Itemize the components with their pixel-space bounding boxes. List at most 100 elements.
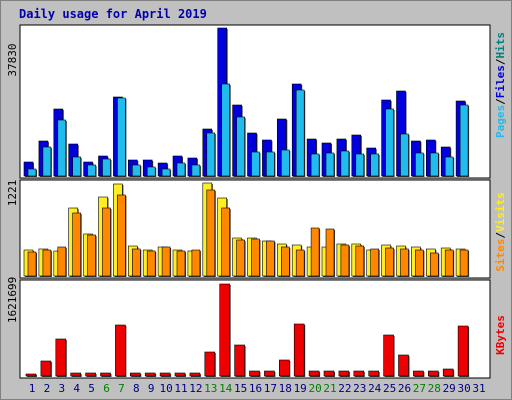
x-tick-label-11: 11 — [174, 382, 187, 395]
middle-sites-bar-12 — [191, 249, 201, 277]
middle-sites-bar-1 — [27, 251, 37, 277]
middle-sites-bar-10 — [161, 246, 171, 277]
top-files-bar-3 — [57, 119, 67, 177]
bottom-kbytes-bar-6 — [100, 372, 111, 377]
top-files-bar-4 — [72, 156, 81, 177]
middle-sites-bar-8 — [132, 248, 141, 277]
bottom-kbytes-bar-28 — [427, 370, 439, 377]
bottom-kbytes-bar-5 — [85, 372, 96, 377]
bottom-kbytes-bar-20 — [308, 370, 320, 377]
top-files-bar-11 — [176, 162, 186, 177]
middle-sites-bar-4 — [72, 212, 81, 277]
top-files-bar-7 — [117, 97, 126, 177]
bottom-kbytes-bar-17 — [264, 370, 275, 377]
middle-sites-bar-3 — [57, 246, 67, 277]
middle-sites-bar-14 — [221, 207, 230, 277]
top-files-bar-16 — [251, 151, 260, 177]
x-tick-label-3: 3 — [58, 382, 65, 395]
top-files-bar-1 — [27, 168, 37, 177]
x-tick-label-25: 25 — [383, 382, 396, 395]
top-files-bar-21 — [325, 152, 335, 177]
x-tick-label-21: 21 — [323, 382, 336, 395]
top-files-bar-20 — [310, 153, 320, 177]
middle-sites-bar-21 — [325, 228, 335, 277]
middle-sites-bar-6 — [102, 207, 111, 277]
top-legend: Pages/Files/Hits — [494, 32, 507, 138]
top-legend-part-1: / — [494, 98, 507, 105]
middle-sites-bar-22 — [340, 244, 350, 277]
x-tick-label-24: 24 — [368, 382, 382, 395]
x-tick-label-18: 18 — [279, 382, 292, 395]
bottom-kbytes-bar-25 — [383, 334, 394, 377]
middle-legend-part-0: Sites — [494, 239, 507, 272]
middle-sites-bar-28 — [429, 252, 439, 277]
middle-sites-bar-20 — [310, 227, 320, 277]
bottom-kbytes-bar-12 — [189, 372, 201, 377]
x-tick-label-28: 28 — [428, 382, 441, 395]
bottom-kbytes-bar-7 — [115, 324, 126, 377]
top-files-bar-29 — [444, 156, 454, 177]
middle-sites-bar-5 — [87, 234, 96, 277]
x-tick-label-23: 23 — [353, 382, 366, 395]
middle-sites-bar-19 — [295, 249, 305, 277]
top-files-bar-28 — [429, 152, 439, 177]
bottom-kbytes-bar-4 — [70, 372, 81, 377]
top-files-bar-18 — [280, 149, 290, 177]
top-legend-part-0: Pages — [494, 105, 507, 138]
x-tick-label-4: 4 — [73, 382, 80, 395]
bottom-kbytes-bar-11 — [174, 372, 186, 377]
top-files-bar-17 — [266, 151, 275, 177]
middle-sites-bar-18 — [280, 246, 290, 277]
middle-legend-part-2: Visits — [494, 192, 507, 232]
x-tick-label-9: 9 — [148, 382, 155, 395]
x-tick-label-27: 27 — [413, 382, 426, 395]
top-legend-part-2: Files — [494, 65, 507, 98]
x-tick-label-20: 20 — [308, 382, 321, 395]
top-legend-part-3: / — [494, 58, 507, 65]
top-files-bar-5 — [87, 164, 96, 177]
top-legend-part-4: Hits — [494, 32, 507, 59]
middle-sites-bar-25 — [385, 247, 394, 277]
middle-sites-bar-23 — [355, 245, 365, 277]
top-y-max-label: 37830 — [6, 43, 19, 76]
middle-legend-part-1: / — [494, 232, 507, 239]
bottom-kbytes-bar-23 — [353, 370, 365, 377]
bottom-kbytes-bar-24 — [368, 370, 380, 377]
bottom-kbytes-bar-15 — [234, 344, 245, 377]
top-files-bar-25 — [385, 108, 394, 177]
bottom-kbytes-bar-30 — [457, 325, 469, 377]
x-tick-label-5: 5 — [88, 382, 95, 395]
bottom-kbytes-bar-10 — [159, 372, 171, 377]
middle-sites-bar-15 — [236, 239, 245, 277]
x-tick-label-10: 10 — [159, 382, 172, 395]
x-tick-label-13: 13 — [204, 382, 217, 395]
bottom-kbytes-bar-3 — [55, 338, 67, 377]
bottom-kbytes-bar-19 — [293, 323, 305, 377]
middle-sites-bar-13 — [206, 189, 216, 277]
bottom-kbytes-bar-1 — [25, 373, 37, 377]
middle-sites-bar-29 — [444, 249, 454, 277]
middle-sites-bar-16 — [251, 238, 260, 277]
top-files-bar-9 — [146, 166, 156, 177]
bottom-kbytes-bar-13 — [204, 351, 216, 377]
x-tick-label-2: 2 — [44, 382, 51, 395]
x-tick-label-17: 17 — [264, 382, 277, 395]
x-tick-label-14: 14 — [219, 382, 233, 395]
x-tick-label-15: 15 — [234, 382, 247, 395]
middle-sites-bar-11 — [176, 250, 186, 277]
x-tick-label-8: 8 — [133, 382, 140, 395]
x-tick-label-1: 1 — [29, 382, 36, 395]
bottom-y-max-label: 1621699 — [6, 277, 19, 323]
bottom-kbytes-bar-22 — [338, 370, 350, 377]
middle-sites-bar-27 — [415, 249, 424, 277]
bottom-kbytes-bar-8 — [130, 372, 141, 377]
middle-sites-bar-7 — [117, 194, 126, 277]
top-files-bar-6 — [102, 158, 111, 177]
top-files-bar-23 — [355, 153, 365, 177]
bottom-kbytes-bar-18 — [278, 359, 290, 377]
middle-sites-bar-2 — [42, 249, 52, 277]
x-tick-label-31: 31 — [472, 382, 485, 395]
middle-y-max-label: 1221 — [6, 180, 19, 207]
top-files-bar-26 — [400, 133, 409, 177]
